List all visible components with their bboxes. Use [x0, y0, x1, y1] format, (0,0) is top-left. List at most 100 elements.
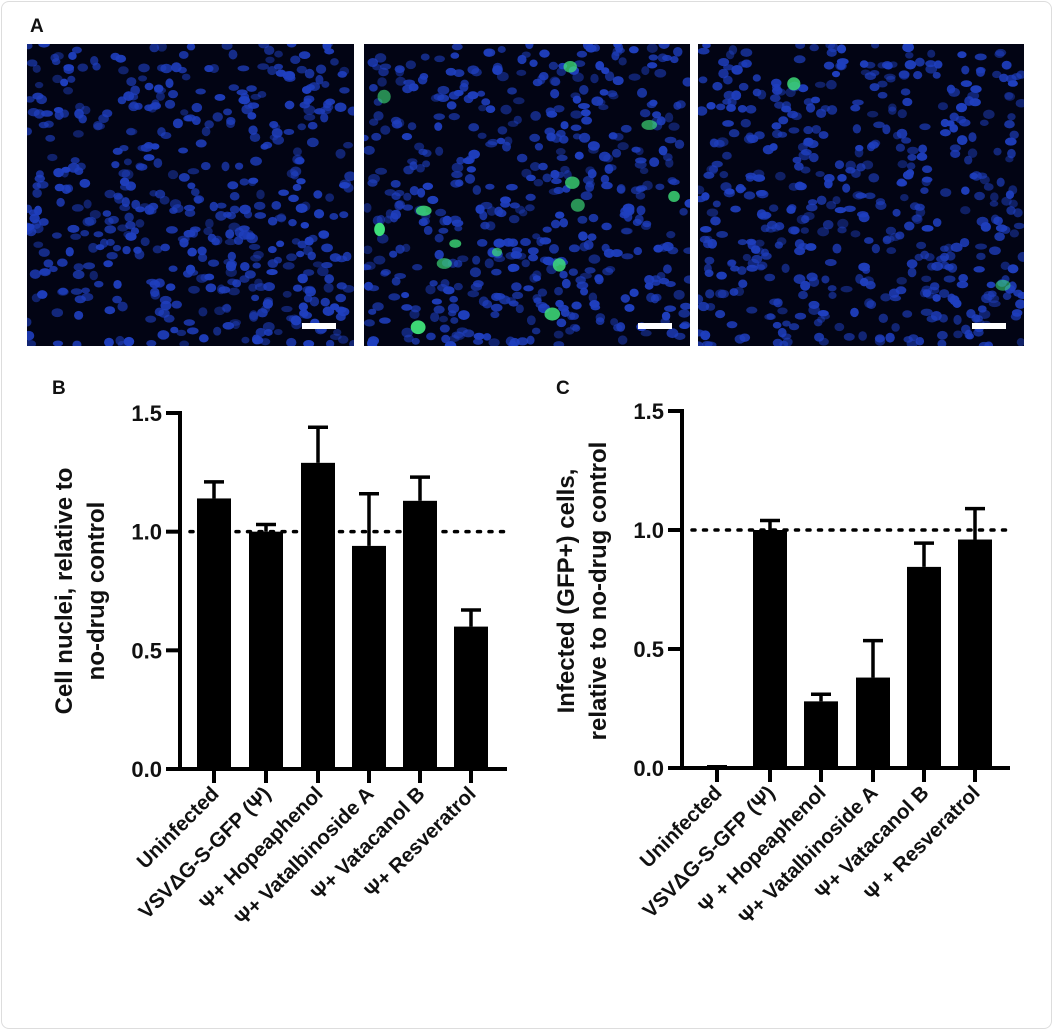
nucleus — [368, 285, 380, 292]
nucleus — [516, 153, 528, 163]
nucleus — [240, 261, 250, 272]
nucleus — [813, 318, 823, 327]
nucleus — [450, 52, 460, 59]
nucleus — [189, 228, 199, 238]
nucleus — [267, 66, 277, 76]
nucleus — [409, 161, 418, 171]
nucleus — [663, 264, 672, 274]
nucleus — [921, 275, 932, 283]
nucleus — [792, 156, 802, 164]
nucleus — [145, 315, 157, 323]
nucleus — [232, 279, 242, 288]
nucleus — [183, 269, 193, 278]
nucleus — [601, 67, 610, 75]
nucleus — [591, 96, 604, 106]
nucleus — [227, 181, 239, 190]
nucleus — [256, 189, 265, 200]
nucleus — [811, 124, 822, 134]
nucleus — [1015, 299, 1024, 309]
nucleus — [186, 44, 196, 51]
nucleus — [795, 44, 806, 49]
nucleus — [458, 310, 470, 320]
nucleus — [613, 132, 624, 141]
nucleus — [60, 78, 69, 87]
nucleus — [601, 222, 612, 231]
nucleus — [610, 318, 619, 326]
nucleus — [38, 44, 50, 48]
nucleus — [505, 297, 517, 305]
nucleus — [675, 100, 686, 109]
nucleus — [305, 84, 316, 91]
nucleus — [486, 206, 497, 216]
nucleus — [511, 291, 524, 300]
nucleus — [818, 131, 829, 139]
nucleus — [372, 302, 384, 311]
nucleus — [720, 182, 732, 192]
nucleus — [59, 109, 70, 118]
nucleus — [157, 127, 166, 137]
nucleus — [414, 142, 425, 151]
nucleus — [112, 244, 121, 252]
nucleus — [27, 44, 33, 50]
nucleus — [731, 65, 743, 75]
nucleus — [128, 93, 139, 101]
nucleus — [559, 135, 569, 144]
nucleus — [570, 124, 582, 131]
nucleus — [620, 227, 633, 235]
nucleus — [437, 85, 450, 95]
nucleus — [337, 335, 349, 344]
nucleus — [426, 332, 436, 341]
nucleus — [464, 174, 476, 184]
nucleus — [221, 44, 233, 50]
nucleus — [410, 305, 421, 313]
nucleus — [932, 293, 941, 302]
nucleus — [105, 238, 115, 246]
nucleus — [950, 149, 961, 158]
nucleus — [466, 166, 477, 173]
gfp-cell — [374, 222, 385, 237]
nucleus — [165, 226, 178, 234]
nucleus — [974, 53, 987, 61]
nucleus — [244, 270, 256, 279]
nucleus — [621, 228, 632, 235]
nucleus — [907, 267, 917, 278]
nucleus — [905, 169, 915, 177]
nucleus — [165, 283, 176, 291]
y-tick-label: 1.5 — [633, 399, 664, 424]
nucleus — [902, 310, 913, 318]
nucleus — [284, 74, 296, 82]
nucleus — [880, 293, 892, 302]
nucleus — [364, 145, 375, 155]
nucleus — [118, 169, 131, 178]
nucleus — [322, 44, 332, 51]
nucleus — [157, 330, 170, 340]
nucleus — [866, 110, 879, 118]
nucleus — [808, 277, 820, 287]
nucleus — [275, 69, 287, 77]
nucleus — [726, 104, 736, 112]
nucleus — [604, 164, 617, 172]
nucleus — [411, 337, 420, 345]
nucleus — [859, 277, 869, 287]
nucleus — [84, 216, 97, 226]
nucleus — [477, 132, 487, 139]
nucleus — [746, 264, 758, 272]
nucleus — [706, 164, 718, 175]
nucleus — [769, 94, 781, 103]
nucleus — [704, 269, 714, 278]
nucleus — [882, 124, 891, 135]
nucleus — [644, 282, 654, 290]
nucleus — [852, 99, 864, 106]
nucleus — [588, 292, 598, 303]
nucleus — [27, 330, 35, 341]
nucleus — [472, 255, 481, 265]
nucleus — [755, 190, 767, 197]
nucleus — [178, 50, 189, 59]
nucleus — [128, 101, 139, 112]
nucleus — [896, 179, 908, 187]
nucleus — [618, 57, 627, 66]
nucleus — [1000, 261, 1010, 270]
nucleus — [794, 162, 804, 171]
nucleus — [273, 328, 283, 336]
nucleus — [453, 69, 465, 78]
